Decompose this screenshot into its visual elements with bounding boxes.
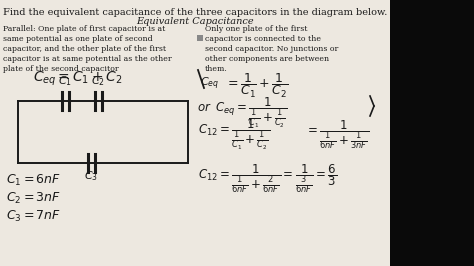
Text: $C_{eq}$: $C_{eq}$ (200, 76, 219, 92)
Text: $= \dfrac{1}{C_1} + \dfrac{1}{C_2}$: $= \dfrac{1}{C_1} + \dfrac{1}{C_2}$ (225, 72, 289, 100)
Text: Parallel: One plate of first capacitor is at
same potential as one plate of seco: Parallel: One plate of first capacitor i… (3, 25, 172, 73)
Text: Only one plate of the first
capacitor is connected to the
second capacitor. No j: Only one plate of the first capacitor is… (205, 25, 338, 73)
Text: $C_{12} = \dfrac{1}{\frac{1}{C_1} + \frac{1}{C_2}}$: $C_{12} = \dfrac{1}{\frac{1}{C_1} + \fra… (198, 118, 270, 152)
Bar (0, 0, 390, 266)
Text: $C_1$: $C_1$ (58, 74, 72, 88)
Text: $C_{eq} = C_1 + C_2$: $C_{eq} = C_1 + C_2$ (33, 70, 123, 88)
Text: $C_3 = 7nF$: $C_3 = 7nF$ (6, 209, 61, 224)
Text: Equivalent Capacitance: Equivalent Capacitance (136, 17, 254, 26)
Text: Find the equivalent capacitance of the three capacitors in the diagram below.: Find the equivalent capacitance of the t… (3, 8, 387, 17)
Text: $C_2$: $C_2$ (91, 74, 105, 88)
Bar (197, 35, 203, 41)
Text: $C_3$: $C_3$ (84, 169, 98, 183)
Text: $C_{12} = \dfrac{1}{\frac{1}{6nF} + \frac{2}{6nF}} = \dfrac{1}{\frac{3}{6nF}} = : $C_{12} = \dfrac{1}{\frac{1}{6nF} + \fra… (198, 162, 337, 195)
Text: $C_2 = 3nF$: $C_2 = 3nF$ (6, 191, 61, 206)
Text: $C_1 = 6nF$: $C_1 = 6nF$ (6, 173, 61, 188)
Text: $= \dfrac{1}{\frac{1}{6nF} + \frac{1}{3nF}}$: $= \dfrac{1}{\frac{1}{6nF} + \frac{1}{3n… (305, 118, 369, 151)
Text: $or\;\; C_{eq} = \dfrac{1}{\frac{1}{C_1} + \frac{1}{C_2}}$: $or\;\; C_{eq} = \dfrac{1}{\frac{1}{C_1}… (197, 96, 287, 130)
Bar (390, 0, 474, 266)
